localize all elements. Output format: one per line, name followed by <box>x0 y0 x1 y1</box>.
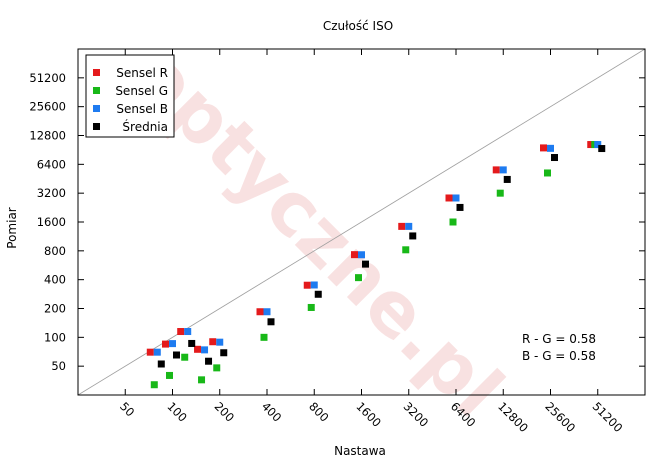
legend-marker <box>93 87 100 94</box>
data-point <box>169 340 176 348</box>
data-point <box>153 348 161 356</box>
data-point <box>314 290 322 298</box>
data-point <box>587 141 595 149</box>
data-point <box>303 281 311 289</box>
annotation-b-g: B - G = 0.58 <box>522 349 596 363</box>
data-point <box>503 175 511 183</box>
data-point <box>146 348 154 356</box>
data-point <box>205 357 213 365</box>
data-point <box>263 308 271 316</box>
data-point <box>181 353 189 361</box>
data-point <box>201 346 209 354</box>
y-tick-label: 12800 <box>29 129 66 143</box>
data-point <box>499 166 507 174</box>
data-point <box>358 251 365 259</box>
data-point <box>398 222 406 230</box>
legend-box <box>85 54 175 138</box>
data-point <box>496 189 504 197</box>
data-point <box>157 360 165 368</box>
data-point <box>177 328 185 336</box>
data-point <box>452 194 460 202</box>
y-tick-label: 51200 <box>29 71 66 85</box>
y-axis-label: Pomiar <box>5 207 19 249</box>
y-tick-label: 1600 <box>37 215 66 229</box>
y-tick-label: 800 <box>44 244 66 258</box>
data-point <box>198 376 206 384</box>
data-point <box>267 318 275 326</box>
data-point <box>260 333 268 341</box>
data-point <box>256 308 264 316</box>
y-tick-label: 3200 <box>37 186 66 200</box>
y-tick-label: 50 <box>51 359 66 373</box>
y-tick-label: 25600 <box>29 100 66 114</box>
legend-label: Sensel B <box>116 102 168 116</box>
data-point <box>598 145 606 153</box>
data-point <box>409 232 417 240</box>
data-point <box>188 339 196 347</box>
y-tick-label: 200 <box>44 302 66 316</box>
plot-area <box>77 48 646 396</box>
data-point <box>405 222 413 230</box>
data-point <box>310 281 318 289</box>
data-point <box>216 338 224 346</box>
legend: Sensel R Sensel G Sensel B Średnia <box>85 54 175 138</box>
data-point <box>547 144 554 152</box>
y-tick-label: 100 <box>44 330 66 344</box>
legend-label: Sensel G <box>115 84 168 98</box>
data-point <box>162 340 169 348</box>
data-point <box>307 303 315 311</box>
reference-line <box>77 48 646 396</box>
data-point <box>544 169 551 177</box>
data-point <box>150 381 158 389</box>
legend-marker <box>93 123 100 130</box>
data-point <box>540 144 547 152</box>
data-point <box>213 364 221 372</box>
data-point <box>402 246 410 254</box>
legend-label: Sensel R <box>116 66 168 80</box>
data-point <box>449 218 457 226</box>
legend-label: Średnia <box>122 119 168 134</box>
data-point <box>445 194 453 202</box>
y-tick-label: 6400 <box>37 157 66 171</box>
data-point <box>220 349 228 357</box>
legend-marker <box>93 69 100 76</box>
data-point <box>355 274 362 282</box>
y-tick-label: 400 <box>44 273 66 287</box>
data-point <box>551 154 558 162</box>
data-point <box>194 345 202 353</box>
data-point <box>456 203 464 211</box>
legend-marker <box>93 105 100 112</box>
data-point <box>594 141 602 149</box>
data-point <box>492 166 500 174</box>
data-point <box>209 338 217 346</box>
annotation-r-g: R - G = 0.58 <box>522 332 596 346</box>
data-point <box>166 371 173 379</box>
data-point <box>184 328 192 336</box>
chart-title: Czułość ISO <box>323 19 393 33</box>
data-point <box>173 351 180 359</box>
x-axis-label: Nastawa <box>334 444 386 458</box>
data-point <box>351 251 358 259</box>
data-point <box>362 260 369 268</box>
